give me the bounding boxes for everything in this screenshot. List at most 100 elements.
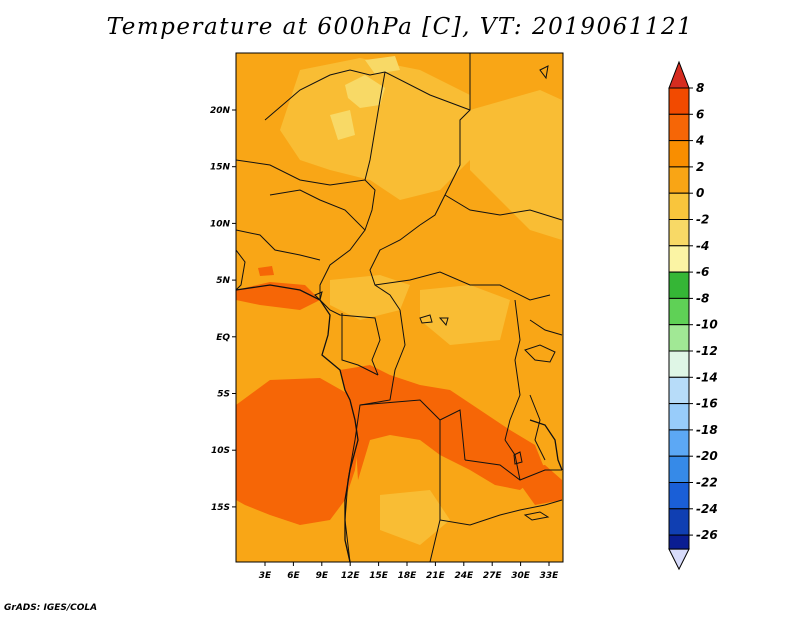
- lat-tick-label: EQ: [216, 333, 230, 343]
- border-line: [429, 519, 441, 562]
- border-line: [419, 314, 433, 324]
- coast-outline: [236, 284, 563, 562]
- border-line: [529, 319, 563, 336]
- colorbar-swatch: [668, 166, 690, 194]
- lon-tick-label: 30E: [511, 571, 531, 581]
- colorbar-swatch: [668, 376, 690, 405]
- colorbar-label: -2: [696, 213, 709, 227]
- colorbar-swatch: [668, 482, 690, 510]
- colorbar-label: -4: [696, 239, 709, 253]
- lat-tick-label: 5S: [217, 390, 230, 400]
- colorbar-swatch: [668, 140, 690, 168]
- border-line: [236, 159, 366, 186]
- border-line: [236, 249, 246, 291]
- longitude-axis: 3E 6E 9E 12E 15E 18E 21E 24E 27E 30E 33E: [259, 562, 559, 581]
- coastline: [236, 284, 359, 562]
- field-patch-warm-light: [330, 275, 410, 320]
- colorbar-swatch: [668, 87, 690, 115]
- colorbar-swatch: [668, 113, 690, 142]
- colorbar-swatch: [668, 350, 690, 378]
- lon-tick-label: 24E: [454, 571, 474, 581]
- field-patch-hot: [258, 266, 274, 276]
- field-patch-warm-light: [380, 490, 450, 545]
- colorbar-swatch: [668, 429, 690, 457]
- colorbar-swatch: [668, 219, 690, 247]
- colorbar-label: 0: [696, 186, 704, 200]
- colorbar-swatch: [668, 508, 690, 536]
- colorbar-label: -20: [696, 449, 718, 463]
- colorbar-label: -24: [696, 502, 718, 516]
- lat-tick-label: 10S: [211, 446, 230, 456]
- field-patch-hot: [236, 378, 360, 525]
- field-patch-cool-pale: [365, 56, 400, 74]
- border-line: [504, 299, 521, 441]
- colorbar-label: -26: [696, 528, 718, 542]
- lat-tick-label: 5N: [216, 276, 230, 286]
- lat-tick-label: 15N: [210, 163, 231, 173]
- lon-tick-label: 18E: [398, 571, 418, 581]
- border-line: [523, 511, 550, 521]
- border-line: [374, 271, 551, 301]
- colorbar-swatch: [668, 297, 690, 326]
- field-patch-hot: [340, 365, 545, 490]
- colorbar-label: -10: [696, 318, 718, 332]
- colorbar-label: 6: [696, 107, 704, 121]
- field-patch-hot: [510, 465, 562, 505]
- border-line: [364, 71, 386, 231]
- lat-tick-label: 10N: [210, 219, 231, 229]
- colorbar-label: 2: [696, 160, 704, 174]
- colorbar-label: -8: [696, 291, 709, 305]
- colorbar-top-arrow: [668, 60, 690, 89]
- colorbar-swatch: [668, 324, 690, 352]
- lat-tick-label: 20N: [210, 106, 231, 116]
- temperature-field: [236, 53, 563, 562]
- border-line: [444, 194, 563, 221]
- lon-tick-label: 15E: [369, 571, 389, 581]
- lon-tick-label: 21E: [426, 571, 446, 581]
- colorbar-swatch: [668, 455, 690, 484]
- colorbar-label: -22: [696, 476, 718, 490]
- colorbar-label: -16: [696, 397, 718, 411]
- colorbar-label: -14: [696, 370, 718, 384]
- border-line: [264, 69, 471, 121]
- colorbar-swatch: [668, 271, 690, 299]
- border-line: [524, 344, 556, 363]
- border-line: [369, 224, 421, 311]
- border-line: [539, 65, 549, 80]
- map-frame: [235, 52, 564, 563]
- lon-tick-label: 33E: [540, 571, 560, 581]
- border-line: [438, 317, 449, 327]
- border-line: [529, 394, 546, 461]
- coastline: [529, 419, 563, 471]
- grads-credit: GrADS: IGES/COLA: [4, 603, 98, 613]
- border-line: [419, 53, 471, 226]
- lon-tick-label: 9E: [316, 571, 329, 581]
- lon-tick-label: 12E: [341, 571, 361, 581]
- border-line: [513, 451, 523, 465]
- colorbar-swatch: [668, 534, 690, 550]
- colorbar-label: -18: [696, 423, 718, 437]
- lon-tick-label: 3E: [259, 571, 272, 581]
- lat-tick-label: 15S: [211, 503, 230, 513]
- colorbar-swatch: [668, 403, 690, 431]
- latitude-axis: 20N 15N 10N 5N EQ 5S 10S 15S: [210, 106, 236, 513]
- border-line: [319, 299, 381, 376]
- colorbar-label: 8: [696, 81, 704, 95]
- colorbar-label: -12: [696, 344, 718, 358]
- map-title: Temperature at 600hPa [C], VT: 201906112…: [106, 14, 694, 40]
- field-patch-cool-pale: [330, 110, 355, 140]
- colorbar-label: 4: [695, 134, 704, 148]
- country-borders: [236, 53, 563, 562]
- field-patch-hot: [236, 282, 320, 310]
- field-patch-warm-light: [470, 90, 562, 240]
- colorbar-label: -6: [696, 265, 709, 279]
- colorbar-swatch: [668, 192, 690, 220]
- border-line: [269, 189, 366, 300]
- field-patch-warm-light: [420, 285, 510, 345]
- lon-tick-label: 6E: [287, 571, 300, 581]
- lon-tick-label: 27E: [483, 571, 503, 581]
- colorbar-bottom-arrow: [668, 548, 690, 571]
- border-line: [314, 291, 323, 301]
- border-line: [236, 229, 321, 261]
